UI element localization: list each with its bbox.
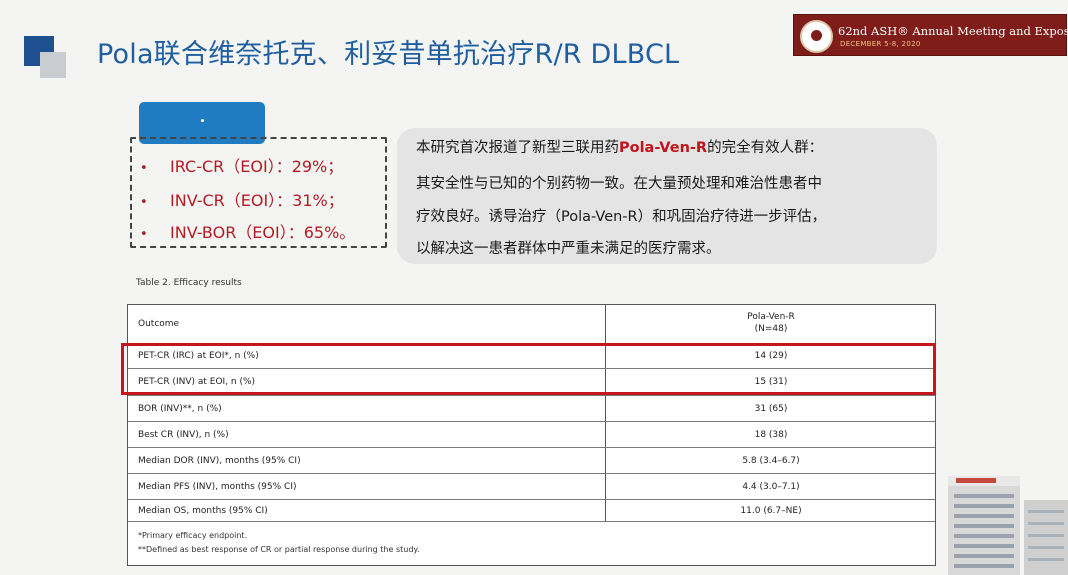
callout-line-2: 其安全性与已知的个别药物一致。在大量预处理和难治性患者中 [416, 176, 822, 192]
ash-seal-icon [800, 20, 833, 53]
callout-line-4: 以解决这一患者群体中严重未满足的医疗需求。 [416, 241, 721, 257]
logo-square-gray [40, 52, 66, 78]
table-row: Best CR (INV), n (%) 18 (38) [128, 422, 935, 448]
ash-conference-banner: 62nd ASH® Annual Meeting and Exposition … [793, 14, 1068, 56]
header-group: Pola-Ven-R [747, 312, 795, 322]
table-row: Median PFS (INV), months (95% CI) 4.4 (3… [128, 474, 935, 500]
building-icon [948, 476, 1068, 575]
table-row: PET-CR (INV) at EOI, n (%) 15 (31) [128, 369, 935, 396]
conference-name: 62nd ASH® Annual Meeting and Exposition [838, 24, 1068, 38]
callout-line-1: 本研究首次报道了新型三联用药Pola-Ven-R的完全有效人群： [416, 140, 824, 156]
conclusion-callout [397, 128, 937, 264]
highlight-item: • INV-BOR（EOI）：65%。 [140, 223, 356, 242]
callout-line-3: 疗效良好。诱导治疗（Pola-Ven-R）和巩固治疗待进一步评估， [416, 209, 827, 225]
slide-title: Pola联合维奈托克、利妥昔单抗治疗R/R DLBCL [97, 39, 680, 70]
table-row: Median OS, months (95% CI) 11.0 (6.7–NE) [128, 500, 935, 522]
efficacy-table: Outcome Pola-Ven-R (N=48) PET-CR (IRC) a… [127, 304, 936, 566]
table-divider [605, 305, 606, 521]
table-row: Median DOR (INV), months (95% CI) 5.8 (3… [128, 448, 935, 474]
highlight-red-box [121, 343, 936, 395]
highlight-item: • INV-CR（EOI）：31%； [140, 191, 344, 210]
tab-dot [201, 119, 204, 122]
highlight-item: • IRC-CR（EOI）：29%； [140, 157, 344, 176]
footnote-bor: **Defined as best response of CR or part… [138, 545, 420, 554]
highlight-dashed-box [130, 137, 387, 248]
conference-dates: DECEMBER 5-8, 2020 [840, 40, 921, 48]
regimen-name: Pola-Ven-R [619, 140, 708, 156]
header-outcome: Outcome [138, 319, 180, 329]
bullet-icon: • [140, 161, 148, 176]
table-header-row: Outcome Pola-Ven-R (N=48) [128, 305, 935, 344]
table-row: BOR (INV)**, n (%) 31 (65) [128, 396, 935, 422]
table-row: PET-CR (IRC) at EOI*, n (%) 14 (29) [128, 343, 935, 369]
table-caption: Table 2. Efficacy results [136, 278, 242, 288]
header-n: (N=48) [754, 324, 788, 334]
footnote-primary: *Primary efficacy endpoint. [138, 531, 248, 540]
bullet-icon: • [140, 227, 148, 242]
bullet-icon: • [140, 195, 148, 210]
